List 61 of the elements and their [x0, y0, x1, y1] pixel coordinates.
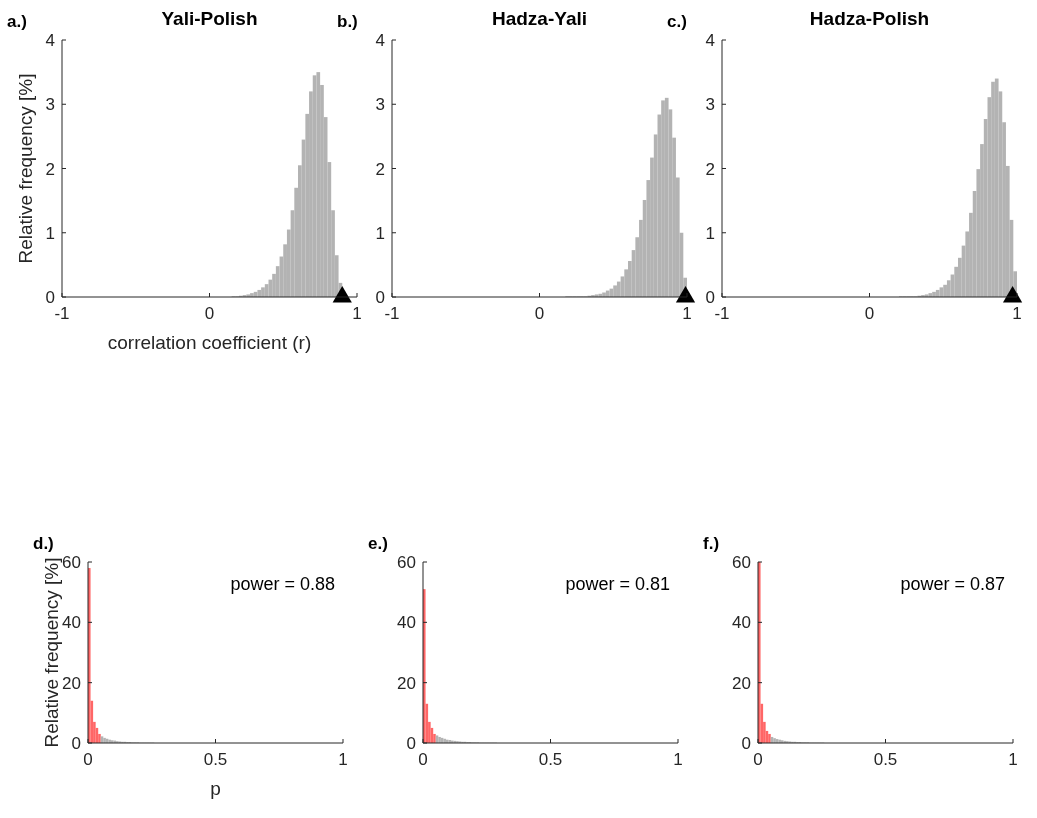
y-tick-label: 1 [45, 223, 55, 243]
y-tick-label: 2 [45, 159, 55, 179]
y-tick-label: 2 [705, 159, 715, 179]
x-tick-label: 0 [753, 750, 763, 769]
x-tick-label: 0 [204, 304, 215, 323]
x-axis-title: correlation coefficient (r) [107, 332, 312, 353]
chart-title: Yali-Polish [161, 8, 258, 29]
y-tick-label: 20 [732, 673, 751, 693]
y-tick-label: 4 [45, 31, 55, 50]
x-tick-label: 0 [83, 750, 93, 769]
x-tick-label: 1 [673, 750, 683, 769]
chart-title: Hadza-Yali [491, 8, 588, 29]
y-tick-label: 3 [705, 95, 715, 115]
x-tick-label: 0.5 [538, 750, 563, 769]
y-tick-label: 60 [397, 553, 416, 572]
y-tick-label: 0 [45, 288, 55, 307]
x-axis-title: p [210, 778, 221, 799]
text: c.) [667, 12, 687, 31]
y-tick-label: 4 [705, 31, 715, 50]
y-tick-label: 60 [732, 553, 751, 572]
x-tick-label: 1 [338, 750, 348, 769]
y-tick-label: 4 [375, 31, 385, 50]
y-tick-label: 0 [406, 734, 416, 753]
annotation: power = 0.87 [900, 574, 1005, 594]
y-tick-label: 1 [375, 223, 385, 243]
y-tick-label: 0 [705, 288, 715, 307]
x-tick-label: -1 [54, 304, 70, 323]
x-tick-label: 0 [418, 750, 428, 769]
y-tick-label: 20 [397, 673, 416, 693]
y-tick-label: 60 [62, 553, 81, 572]
annotation: power = 0.88 [230, 574, 335, 594]
annotation: power = 0.81 [565, 574, 670, 594]
chart-title: Hadza-Polish [809, 8, 930, 29]
x-tick-label: 0 [864, 304, 875, 323]
y-tick-label: 0 [741, 734, 751, 753]
y-tick-label: 40 [732, 613, 751, 633]
y-axis-title: Relative frequency [%] [41, 557, 62, 748]
x-tick-label: 0 [534, 304, 545, 323]
x-tick-label: 1 [1012, 304, 1022, 323]
x-tick-label: 1 [682, 304, 692, 323]
x-tick-label: 1 [1008, 750, 1018, 769]
text: e.) [368, 534, 388, 553]
y-tick-label: 40 [397, 613, 416, 633]
x-tick-label: -1 [384, 304, 400, 323]
y-axis-title: Relative frequency [%] [15, 73, 36, 264]
y-tick-label: 0 [375, 288, 385, 307]
text: d.) [33, 534, 54, 553]
x-tick-label: -1 [714, 304, 730, 323]
y-tick-label: 0 [71, 734, 81, 753]
y-tick-label: 3 [375, 95, 385, 115]
y-tick-label: 40 [62, 613, 81, 633]
x-tick-label: 1 [352, 304, 362, 323]
x-tick-label: 0.5 [873, 750, 898, 769]
text: f.) [703, 534, 720, 553]
text: a.) [7, 12, 27, 31]
y-tick-label: 3 [45, 95, 55, 115]
y-tick-label: 20 [62, 673, 81, 693]
text: b.) [337, 12, 358, 31]
x-tick-label: 0.5 [203, 750, 228, 769]
y-tick-label: 2 [375, 159, 385, 179]
y-tick-label: 1 [705, 223, 715, 243]
